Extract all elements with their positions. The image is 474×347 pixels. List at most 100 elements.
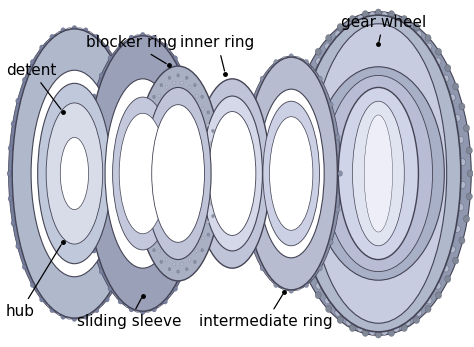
- Text: sliding sleeve: sliding sleeve: [77, 298, 181, 329]
- Ellipse shape: [135, 307, 140, 313]
- Ellipse shape: [335, 31, 341, 38]
- Ellipse shape: [445, 276, 451, 282]
- Ellipse shape: [9, 28, 140, 319]
- Ellipse shape: [11, 220, 16, 226]
- Ellipse shape: [210, 142, 212, 145]
- Ellipse shape: [306, 65, 312, 71]
- Ellipse shape: [308, 265, 314, 272]
- Ellipse shape: [30, 59, 35, 65]
- Ellipse shape: [50, 307, 55, 313]
- Ellipse shape: [211, 129, 214, 133]
- Ellipse shape: [214, 150, 217, 153]
- Ellipse shape: [94, 34, 99, 40]
- Ellipse shape: [375, 9, 382, 16]
- Ellipse shape: [466, 147, 473, 154]
- Ellipse shape: [362, 330, 368, 336]
- Ellipse shape: [83, 144, 88, 149]
- Ellipse shape: [459, 237, 465, 244]
- Ellipse shape: [133, 220, 138, 226]
- Ellipse shape: [8, 145, 13, 151]
- Ellipse shape: [22, 77, 27, 83]
- Ellipse shape: [426, 297, 432, 304]
- Ellipse shape: [137, 171, 142, 176]
- Ellipse shape: [177, 74, 180, 77]
- Ellipse shape: [152, 105, 204, 242]
- Ellipse shape: [144, 202, 146, 205]
- Ellipse shape: [152, 107, 155, 111]
- Ellipse shape: [308, 75, 314, 82]
- Ellipse shape: [194, 224, 199, 229]
- Ellipse shape: [413, 24, 419, 31]
- Ellipse shape: [194, 118, 199, 123]
- Ellipse shape: [118, 43, 123, 49]
- Ellipse shape: [87, 157, 91, 163]
- Ellipse shape: [257, 89, 262, 94]
- Ellipse shape: [453, 257, 459, 264]
- Ellipse shape: [135, 34, 140, 40]
- Ellipse shape: [56, 32, 61, 37]
- Ellipse shape: [11, 121, 16, 127]
- Ellipse shape: [393, 15, 400, 22]
- Ellipse shape: [357, 325, 364, 332]
- Ellipse shape: [130, 208, 135, 213]
- Ellipse shape: [193, 260, 196, 264]
- Ellipse shape: [249, 118, 254, 124]
- Ellipse shape: [328, 118, 333, 124]
- Ellipse shape: [293, 204, 299, 211]
- Ellipse shape: [273, 59, 278, 65]
- Ellipse shape: [146, 34, 150, 40]
- Ellipse shape: [287, 125, 293, 132]
- Ellipse shape: [316, 282, 322, 289]
- Ellipse shape: [22, 264, 27, 270]
- Ellipse shape: [127, 231, 131, 237]
- Ellipse shape: [115, 291, 120, 297]
- Ellipse shape: [310, 24, 447, 323]
- Ellipse shape: [381, 328, 387, 335]
- Ellipse shape: [464, 215, 470, 222]
- Ellipse shape: [153, 248, 155, 252]
- Text: intermediate ring: intermediate ring: [199, 295, 333, 329]
- Ellipse shape: [269, 68, 273, 73]
- Ellipse shape: [338, 87, 419, 260]
- Ellipse shape: [14, 208, 18, 213]
- Ellipse shape: [193, 83, 196, 87]
- Ellipse shape: [142, 214, 145, 218]
- Ellipse shape: [443, 75, 449, 82]
- Ellipse shape: [198, 198, 202, 203]
- Ellipse shape: [459, 159, 465, 166]
- Ellipse shape: [435, 58, 441, 65]
- Ellipse shape: [99, 258, 104, 263]
- Ellipse shape: [315, 48, 321, 55]
- Ellipse shape: [147, 220, 150, 224]
- Ellipse shape: [163, 43, 167, 49]
- Ellipse shape: [273, 282, 278, 288]
- Ellipse shape: [181, 81, 183, 85]
- Ellipse shape: [99, 269, 104, 274]
- Ellipse shape: [166, 50, 171, 56]
- Ellipse shape: [328, 239, 333, 245]
- Ellipse shape: [195, 94, 198, 98]
- Ellipse shape: [140, 309, 145, 315]
- Ellipse shape: [12, 29, 137, 318]
- Ellipse shape: [189, 94, 194, 99]
- Ellipse shape: [445, 65, 451, 71]
- Ellipse shape: [37, 83, 111, 264]
- Ellipse shape: [142, 129, 145, 133]
- Ellipse shape: [82, 171, 87, 176]
- Ellipse shape: [107, 289, 111, 294]
- Ellipse shape: [249, 102, 254, 108]
- Ellipse shape: [328, 223, 333, 229]
- Ellipse shape: [195, 79, 270, 268]
- Ellipse shape: [173, 56, 178, 61]
- Ellipse shape: [453, 83, 459, 90]
- Ellipse shape: [23, 253, 27, 259]
- Ellipse shape: [309, 274, 314, 279]
- Ellipse shape: [458, 204, 464, 211]
- Ellipse shape: [105, 297, 109, 302]
- Ellipse shape: [146, 233, 149, 236]
- Ellipse shape: [83, 35, 202, 312]
- Ellipse shape: [249, 239, 254, 245]
- Ellipse shape: [207, 111, 210, 114]
- Ellipse shape: [195, 249, 198, 253]
- Ellipse shape: [201, 95, 204, 99]
